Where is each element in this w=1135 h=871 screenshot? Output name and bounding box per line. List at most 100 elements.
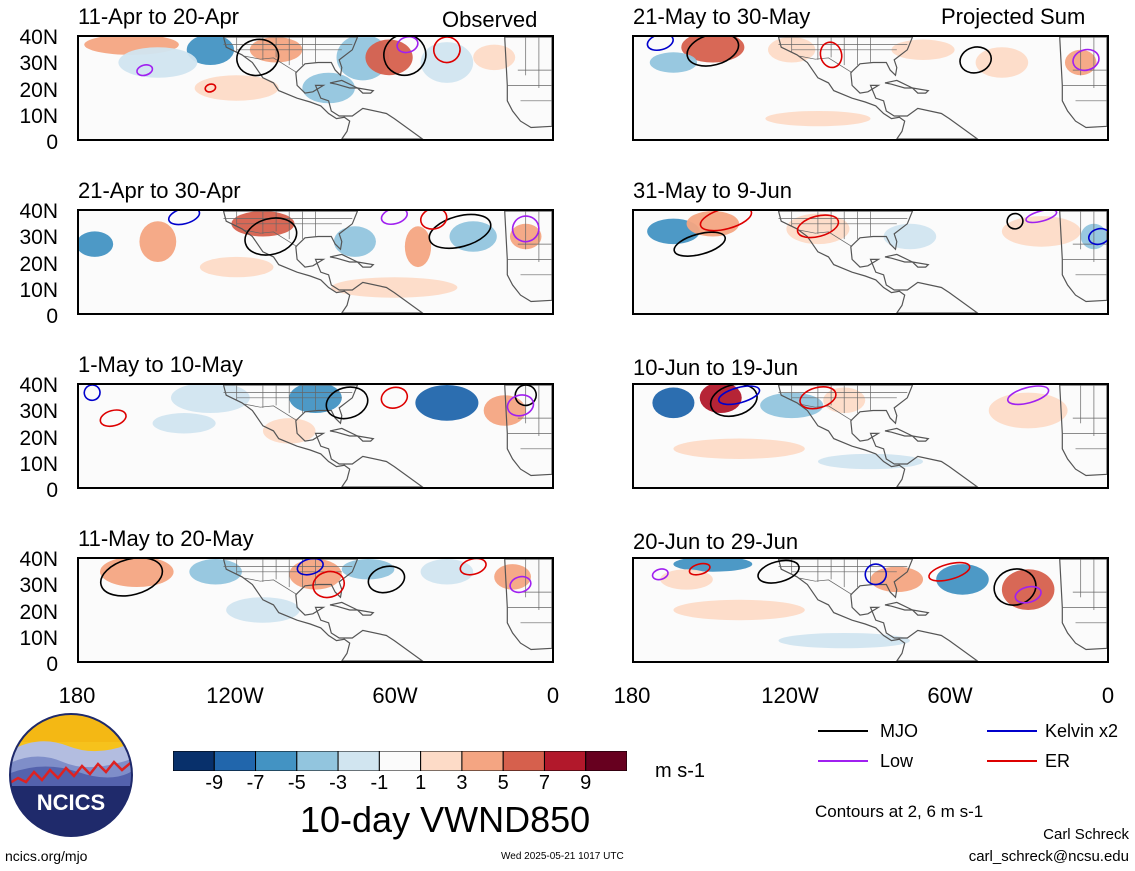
legend-swatch-mjo xyxy=(818,730,868,732)
anomaly-blob xyxy=(494,564,531,590)
lat-label: 0 xyxy=(46,131,58,154)
colorbar-swatch xyxy=(255,751,298,771)
coastline xyxy=(355,261,375,268)
anomaly-blob xyxy=(681,37,745,63)
coastline xyxy=(910,435,930,442)
anomaly-blob xyxy=(765,110,871,127)
anomaly-blob xyxy=(988,392,1068,429)
lat-label: 40N xyxy=(19,26,58,49)
contour-line xyxy=(380,211,408,226)
colorbar-tick-label: -3 xyxy=(329,772,347,794)
contour-line xyxy=(819,41,843,69)
coastline xyxy=(910,609,930,616)
coastline xyxy=(884,427,913,437)
contour-line xyxy=(244,217,298,256)
anomaly-blob xyxy=(365,39,413,76)
colorbar-tick-label: -7 xyxy=(246,772,265,794)
anomaly-blob xyxy=(100,559,174,588)
political-border xyxy=(244,229,298,247)
anomaly-blob xyxy=(170,385,250,414)
anomaly-blob xyxy=(760,392,824,419)
lon-label: 0 xyxy=(1101,683,1115,708)
lat-label: 0 xyxy=(46,305,58,328)
map-canvas xyxy=(647,211,1107,313)
anomaly-blob xyxy=(333,226,376,257)
coastline xyxy=(355,609,375,616)
map-canvas xyxy=(99,559,552,661)
contour-line xyxy=(99,409,127,428)
contour-line xyxy=(312,570,346,599)
contour-line xyxy=(717,385,761,406)
contour-line xyxy=(651,568,669,581)
colorbar-tick-label: -9 xyxy=(205,772,224,794)
colorbar-tick-label: 1 xyxy=(415,772,427,794)
map-panel-p8 xyxy=(632,557,1109,663)
author-name: Carl Schreck xyxy=(1043,826,1129,843)
contour-line xyxy=(367,565,406,594)
panel-corner-observed: Observed xyxy=(442,7,538,32)
coastline xyxy=(222,385,424,487)
colorbar-swatch xyxy=(543,751,587,771)
lat-label: 20N xyxy=(19,253,58,276)
lat-label: 30N xyxy=(19,52,58,75)
lat-label: 40N xyxy=(19,548,58,571)
anomaly-blob xyxy=(331,277,458,298)
contour-line xyxy=(432,37,461,64)
contour-line xyxy=(204,83,217,93)
lat-label: 40N xyxy=(19,200,58,223)
coastline xyxy=(884,79,913,89)
contour-line xyxy=(673,231,727,257)
panel-title-p1: 11-Apr to 20-Apr xyxy=(78,4,240,29)
map-panel-p5 xyxy=(632,35,1109,141)
colorbar-swatch xyxy=(420,751,463,771)
coastline xyxy=(329,253,358,263)
units-label: m s-1 xyxy=(655,760,705,782)
coastline xyxy=(355,87,375,94)
coastline xyxy=(504,37,552,129)
coastline xyxy=(355,435,375,442)
legend-label-mjo: MJO xyxy=(880,721,918,741)
contour-line xyxy=(688,562,711,576)
legend-label-er: ER xyxy=(1045,751,1071,771)
map-panel-p2 xyxy=(77,209,554,315)
anomaly-blob xyxy=(673,438,805,459)
coastline xyxy=(884,253,913,263)
contour-line xyxy=(509,575,532,594)
coastline xyxy=(222,211,424,313)
contour-line xyxy=(799,386,837,410)
contour-line xyxy=(325,386,369,420)
contour-line xyxy=(459,559,487,576)
contour-line xyxy=(396,37,419,54)
ncics-logo: NCICS xyxy=(9,713,133,837)
contours-note: Contours at 2, 6 m s-1 xyxy=(815,802,984,821)
contour-line xyxy=(959,46,992,74)
contour-line xyxy=(428,213,492,250)
figure-title: 10-day VWND850 xyxy=(300,799,591,840)
lat-label: 10N xyxy=(19,627,58,650)
coastline xyxy=(222,559,424,661)
contour-line xyxy=(383,37,427,77)
contour-line xyxy=(993,568,1037,606)
lon-label: 180 xyxy=(613,683,651,708)
political-border xyxy=(244,577,298,595)
map-panel-p7 xyxy=(632,383,1109,489)
coastline xyxy=(329,427,358,437)
panel-title-p5: 21-May to 30-May xyxy=(633,4,811,29)
anomaly-blob xyxy=(79,231,114,257)
colorbar-tick-label: 7 xyxy=(538,772,551,794)
panel-title-p4: 11-May to 20-May xyxy=(78,526,254,551)
lon-label: 0 xyxy=(546,683,560,708)
author-email: carl_schreck@ncsu.edu xyxy=(968,848,1129,865)
lat-label: 10N xyxy=(19,453,58,476)
timestamp: Wed 2025-05-21 1017 UTC xyxy=(501,851,624,862)
coastline xyxy=(504,385,552,477)
contour-line xyxy=(1087,227,1107,246)
panel-corner-projected: Projected Sum xyxy=(941,4,1086,29)
lat-label: 40N xyxy=(19,374,58,397)
colorbar-swatch xyxy=(461,751,504,771)
anomaly-blob xyxy=(975,47,1029,78)
contour-line xyxy=(83,385,101,402)
contour-line xyxy=(646,37,674,52)
coastline xyxy=(504,211,552,303)
lat-label: 20N xyxy=(19,427,58,450)
